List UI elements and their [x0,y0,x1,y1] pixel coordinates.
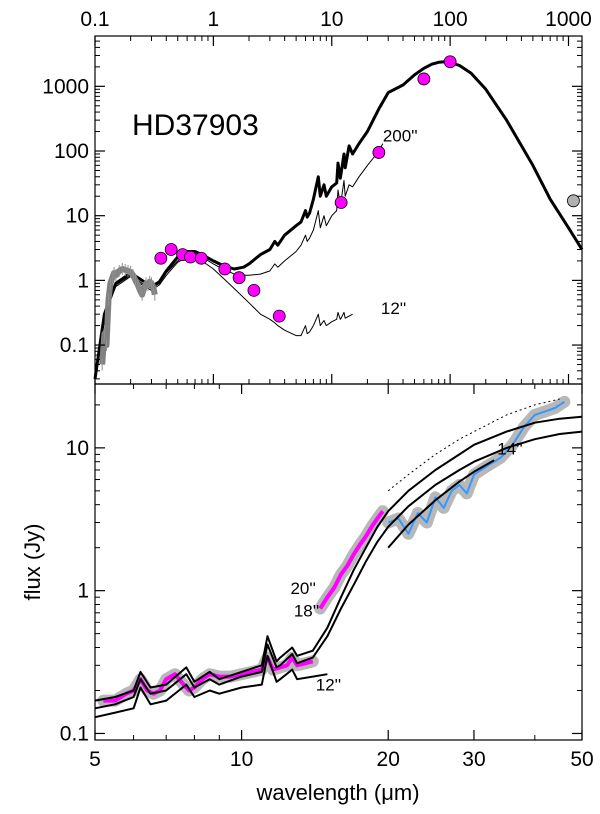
y-tick-label: 100 [54,140,89,163]
aperture-label: 12'' [316,675,341,694]
aperture-label: 18'' [294,601,319,620]
bottom-panel-frame [94,383,583,741]
x-tick-label: 1 [208,8,220,31]
photometry-point [417,72,431,86]
x-tick-label: 5 [89,748,101,771]
photometry-point [194,251,208,265]
photometry-point [184,250,197,264]
panel-title: HD37903 [132,109,259,142]
photometry-point [247,283,261,297]
aperture-label: 14'' [497,439,522,458]
y-tick-label: 1 [77,269,89,292]
photometry-point [443,55,457,69]
y-tick-label: 1 [77,580,89,603]
photometry-point [218,262,232,276]
photometry-point [272,309,286,323]
x-tick-label: 10 [230,748,253,771]
y-tick-label: 10 [66,437,89,460]
x-tick-label: 20 [377,748,400,771]
model-line-2 [94,256,353,379]
bottom-plot-area: 20'' 18'' 12'' 14'' [94,395,583,719]
photometry-point [164,243,178,256]
photometry-point [372,146,386,159]
irs-sl-spectrum [318,510,385,610]
x-tick-label: 0.1 [80,8,109,31]
model-line-6 [387,459,495,549]
model-line-4 [94,430,583,710]
top-axis-ticks: 0.1 1 10 100 1000 0.1 1 10 100 1000 [42,8,592,384]
aperture-label: 200'' [383,127,418,146]
y-tick-label: 0.1 [60,334,89,357]
aperture-label: 12'' [381,299,406,318]
y-tick-label: 0.1 [60,722,89,745]
model-line-1 [94,143,384,379]
bottom-panel: 20'' 18'' 12'' 14'' 0.1 1 10 5 10 20 30 50 wavelen… [20,383,594,805]
photometry-point [567,194,580,208]
x-tick-label: 30 [462,748,485,771]
photometry-point [232,271,246,285]
top-panel-frame [94,35,583,385]
photometry-point [334,196,348,209]
y-axis-label: flux (Jy) [20,524,45,601]
bottom-axis-ticks: 0.1 1 10 5 10 20 30 50 [60,384,594,771]
x-tick-label: 100 [433,8,468,31]
top-plot-area: 200'' 12'' [93,55,584,380]
x-axis-label: wavelength (μm) [255,780,419,805]
y-tick-label: 10 [66,205,89,228]
dotted-model-line [387,398,560,492]
model-line-3 [94,415,583,702]
aperture-label: 20'' [290,579,315,598]
top-panel: 200'' 12'' 0.1 1 10 100 1000 0.1 1 10 100 1000 HD3… [42,8,592,385]
y-tick-label: 1000 [42,75,89,98]
x-tick-label: 50 [570,748,593,771]
irs-ll-spectrum [387,400,565,535]
model-line-5 [94,654,328,719]
photometry-point [154,251,168,265]
x-tick-label: 10 [320,8,343,31]
x-tick-label: 1000 [545,8,592,31]
